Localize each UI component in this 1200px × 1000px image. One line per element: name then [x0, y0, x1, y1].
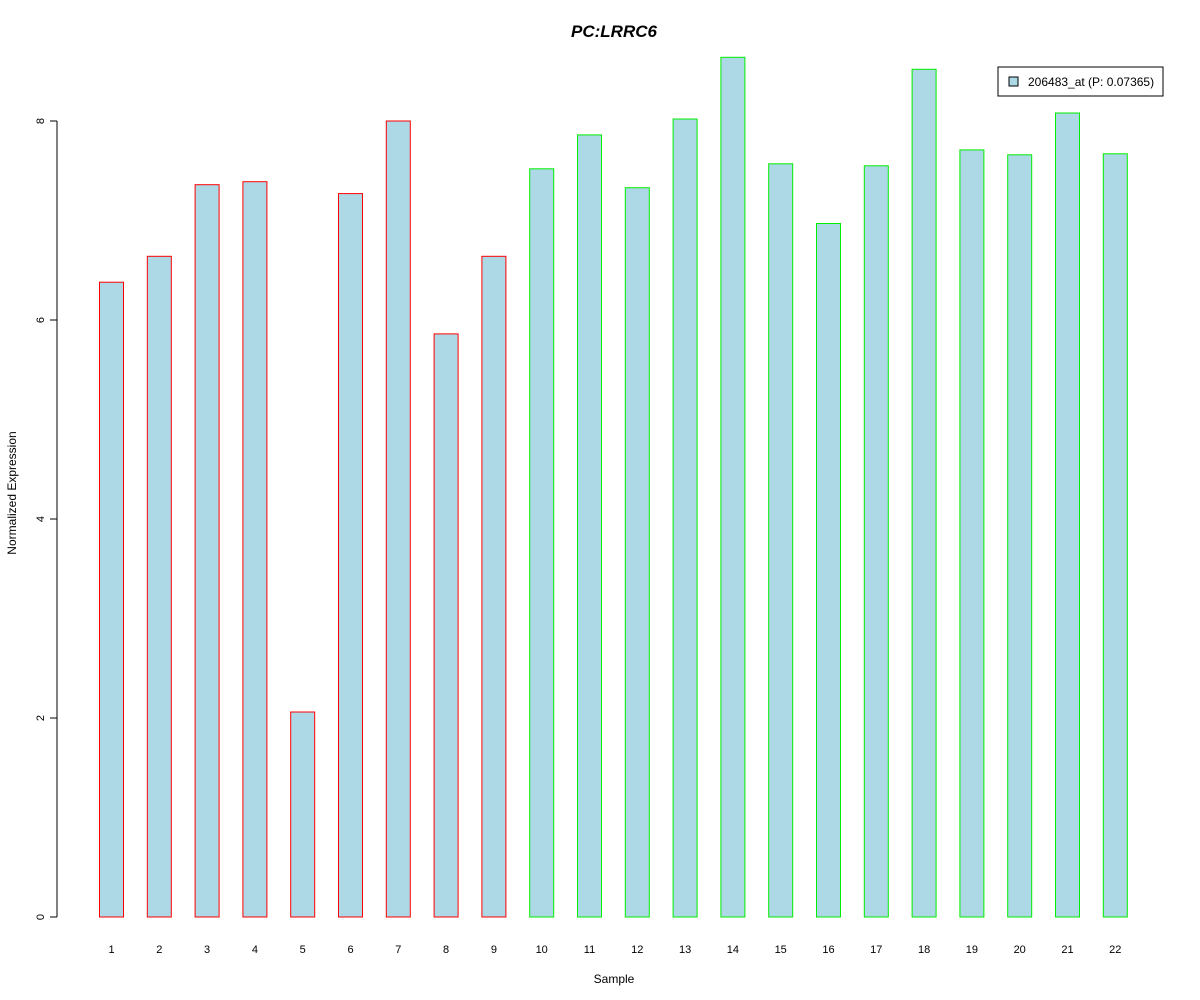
bar-sample-17: [863, 165, 889, 918]
x-tick-label: 22: [1109, 944, 1121, 956]
bar-sample-14: [720, 56, 746, 918]
bar-sample-10: [529, 168, 555, 918]
x-tick-label: 4: [252, 944, 258, 956]
bar-sample-18: [911, 68, 937, 918]
bar-sample-8: [433, 333, 459, 918]
x-tick-label: 6: [347, 944, 353, 956]
bar-sample-16: [816, 223, 841, 918]
bar-sample-9: [481, 255, 507, 918]
x-tick-label: 14: [727, 944, 739, 956]
y-tick-label: 2: [35, 715, 47, 721]
y-axis: 0 2 4 6 8: [35, 118, 58, 920]
y-tick-label: 8: [35, 118, 47, 124]
bar-sample-7: [385, 120, 411, 918]
bar-sample-19: [959, 149, 985, 918]
x-tick-label: 3: [204, 944, 210, 956]
bar-sample-1: [99, 281, 124, 918]
x-tick-label: 8: [443, 944, 449, 956]
x-tick-label: 15: [775, 944, 787, 956]
bar-sample-5: [290, 711, 316, 918]
y-tick-label: 6: [35, 317, 47, 323]
legend-swatch: [1008, 76, 1019, 87]
bar-sample-22: [1102, 153, 1128, 918]
y-tick-label: 0: [35, 914, 47, 920]
x-tick-label: 17: [870, 944, 882, 956]
bar-sample-15: [768, 163, 794, 918]
x-axis-tick-labels: 1 2 3 4 5 6 7 8 9 10 11 12 13 14 15 16 17 18 19 20 21 22: [108, 944, 1121, 956]
y-tick-label: 4: [35, 516, 47, 522]
bar-sample-3: [194, 184, 220, 918]
x-tick-label: 20: [1014, 944, 1026, 956]
x-tick-label: 7: [395, 944, 401, 956]
x-tick-label: 10: [536, 944, 548, 956]
bar-sample-12: [624, 187, 650, 918]
x-tick-label: 11: [584, 944, 595, 956]
y-axis-label: Normalized Expression: [5, 431, 19, 554]
bar-sample-4: [242, 181, 268, 918]
legend: 206483_at (P: 0.07365): [997, 66, 1164, 97]
bar-sample-2: [146, 255, 172, 918]
x-tick-label: 21: [1061, 944, 1073, 956]
legend-box: [997, 66, 1164, 97]
bars: [99, 56, 1128, 918]
legend-label: 206483_at (P: 0.07365): [1028, 75, 1154, 89]
x-tick-label: 18: [918, 944, 930, 956]
x-tick-label: 16: [822, 944, 834, 956]
chart-title: PC:LRRC6: [571, 22, 657, 41]
x-tick-label: 12: [631, 944, 643, 956]
x-tick-label: 2: [156, 944, 162, 956]
x-tick-label: 1: [108, 944, 114, 956]
bar-sample-6: [338, 193, 363, 918]
x-tick-label: 5: [300, 944, 306, 956]
x-tick-label: 9: [491, 944, 497, 956]
bar-sample-11: [577, 134, 602, 918]
x-tick-label: 19: [966, 944, 978, 956]
bar-sample-20: [1007, 154, 1033, 918]
bar-sample-13: [672, 118, 698, 918]
x-tick-label: 13: [679, 944, 691, 956]
x-axis-label: Sample: [594, 972, 635, 986]
bar-sample-21: [1055, 112, 1080, 918]
